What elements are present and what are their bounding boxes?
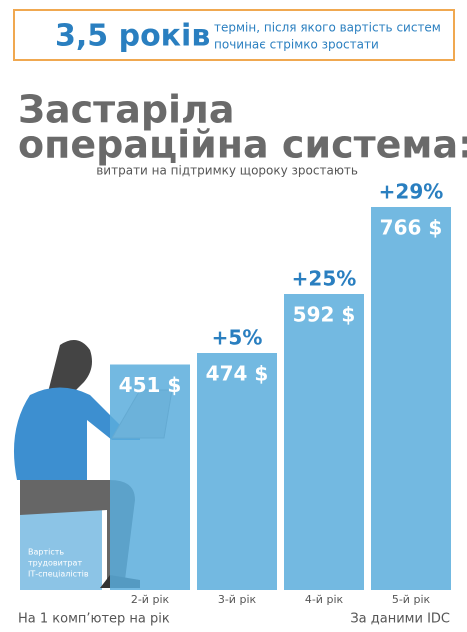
growth-label: +29% (379, 180, 444, 204)
x-tick-label: 2-й рік (131, 593, 170, 606)
subtitle: витрати на підтримку щороку зростають (96, 164, 358, 178)
value-label: 451 $ (119, 373, 182, 397)
base-label: ІТ-спеціалістів (28, 570, 89, 579)
value-label: 766 $ (380, 216, 443, 240)
header-box (13, 9, 455, 61)
growth-label: +25% (292, 267, 357, 291)
growth-label: +5% (212, 326, 263, 350)
bar (197, 353, 277, 590)
bar (371, 207, 451, 590)
title: Застаріла (18, 88, 235, 132)
value-label: 592 $ (293, 303, 356, 327)
footer-left: На 1 комп’ютер на рік (18, 612, 170, 627)
bar (284, 294, 364, 590)
x-tick-label: 4-й рік (305, 593, 344, 606)
headline: 3,5 років (55, 19, 210, 54)
base-label-group: Вартість трудовитрат ІТ-спеціалістів (28, 548, 89, 579)
value-label: 474 $ (206, 362, 269, 386)
base-label: Вартість (28, 548, 64, 557)
base-label: трудовитрат (28, 559, 82, 568)
footer-right: За даними IDC (350, 612, 450, 627)
bar (110, 364, 190, 590)
x-tick-label: 3-й рік (218, 593, 257, 606)
title: операційна система: (18, 123, 467, 167)
header-text: починає стрімко зростати (214, 38, 379, 52)
x-tick-label: 5-й рік (392, 593, 431, 606)
header-text: термін, після якого вартість систем (214, 21, 441, 35)
base-box (20, 505, 102, 590)
